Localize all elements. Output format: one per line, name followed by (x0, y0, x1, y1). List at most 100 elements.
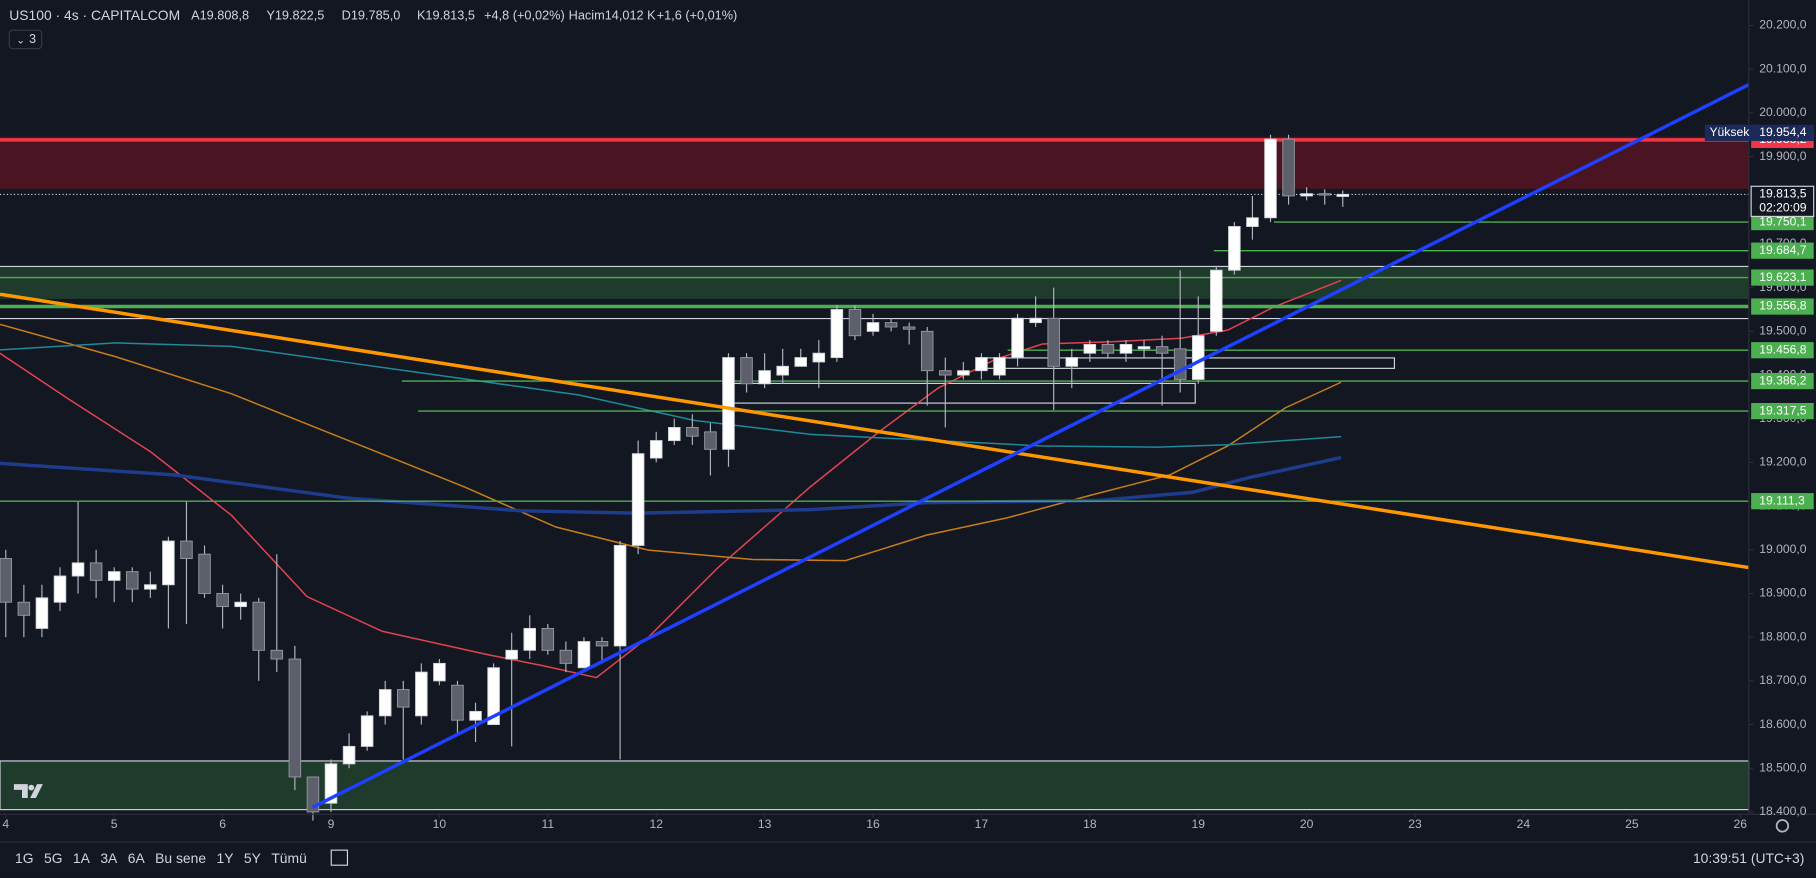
level-label: 19.111,3 (1759, 493, 1805, 507)
range-button[interactable]: Bu sene (155, 850, 206, 866)
x-tick-label: 25 (1625, 817, 1639, 831)
candle-body (107, 571, 121, 581)
candle-body (469, 710, 482, 721)
candle-body (1047, 317, 1060, 367)
range-button[interactable]: Tümü (271, 850, 306, 866)
x-tick-label: 18 (1083, 817, 1097, 831)
indicator-count: 3 (29, 31, 36, 46)
x-tick-label: 6 (219, 817, 226, 831)
candle-body (649, 440, 663, 459)
x-tick-label: 9 (328, 817, 335, 831)
candle-body (360, 715, 374, 747)
y-tick-label: 19.900,0 (1759, 149, 1807, 163)
moving-average (0, 323, 1342, 562)
price-labels: 19.938,219.750,119.684,719.623,119.556,8… (1704, 124, 1815, 510)
candle-body (1246, 217, 1259, 227)
x-tick-label: 19 (1191, 817, 1205, 831)
range-button[interactable]: 5G (44, 850, 63, 866)
ohlc-high: Y19.822,5 (266, 8, 324, 23)
x-tick-label: 12 (649, 817, 663, 831)
level-label: 19.750,1 (1759, 214, 1807, 228)
level-label-bg (1751, 298, 1814, 315)
range-button[interactable]: 1Y (217, 850, 234, 866)
candle-body (848, 309, 862, 337)
high-marker-text: Yüksek (1709, 125, 1750, 139)
candle-body (939, 370, 952, 376)
y-tick-label: 20.100,0 (1759, 61, 1807, 75)
candle-body (162, 540, 175, 586)
settings-icon[interactable] (1775, 819, 1790, 833)
level-label: 19.317,5 (1759, 403, 1807, 417)
candle-body (324, 763, 338, 804)
candle-body (920, 330, 934, 372)
candle-body (613, 544, 627, 647)
level-label-bg (1751, 493, 1814, 510)
range-button[interactable]: 3A (100, 850, 118, 866)
level-label-bg (1751, 372, 1814, 390)
x-tick-label: 26 (1733, 817, 1747, 831)
x-tick-label: 5 (111, 817, 118, 831)
calendar-icon[interactable] (330, 849, 349, 866)
candle-body (1228, 226, 1241, 271)
candle-body (451, 684, 464, 721)
level-label-bg (1751, 342, 1814, 359)
candle-body (180, 540, 193, 559)
y-tick-label: 18.900,0 (1759, 586, 1807, 600)
support-zone (0, 266, 1749, 299)
candle-body (234, 601, 247, 608)
range-button[interactable]: 6A (128, 850, 146, 866)
x-tick-label: 11 (541, 817, 554, 831)
candle-body (1101, 343, 1115, 354)
candles (0, 134, 1350, 821)
candle-body (487, 667, 500, 726)
logo (13, 784, 43, 799)
candle-body (17, 601, 31, 616)
candle-body (35, 597, 49, 629)
candle-body (993, 357, 1006, 376)
y-tick-label: 18.800,0 (1759, 629, 1807, 643)
level-label-bg (1751, 242, 1814, 259)
candle-body (71, 562, 85, 577)
high-marker-bg (1704, 124, 1814, 141)
candle-body (216, 593, 229, 608)
range-button[interactable]: 1G (15, 850, 34, 866)
ohlc-open: A19.808,8 (191, 8, 249, 23)
range-button[interactable]: 1A (73, 850, 91, 866)
legend-header: US100 · 4s · CAPITALCOM A19.808,8 Y19.82… (8, 7, 737, 50)
logo-dot (28, 784, 35, 791)
level-label: 19.386,2 (1759, 373, 1807, 387)
volume: Hacim14,012 K (569, 8, 656, 23)
candle-body (776, 365, 789, 376)
y-tick-label: 18.400,0 (1759, 804, 1807, 818)
candle-body (704, 431, 717, 450)
candle-body (722, 357, 735, 450)
y-tick-label: 19.200,0 (1759, 455, 1807, 469)
indicators-toggle[interactable] (8, 29, 43, 50)
demand-zone (0, 760, 1750, 811)
tv-logo (13, 784, 43, 799)
candle-body (758, 370, 771, 385)
candle-body (1300, 193, 1313, 197)
y-tick-label: 18.600,0 (1759, 717, 1807, 731)
candle-body (957, 370, 970, 376)
levels (0, 138, 1749, 502)
level-label: 19.556,8 (1759, 299, 1807, 313)
y-tick-label: 18.700,0 (1759, 673, 1807, 687)
candle-body (198, 553, 211, 594)
candle-body (884, 322, 898, 328)
level-label: 19.623,1 (1759, 270, 1807, 284)
candle-body (1336, 193, 1350, 197)
level-label: 19.456,8 (1759, 342, 1807, 356)
moving-average (0, 342, 1342, 448)
candle-body (1137, 346, 1151, 350)
y-tick-label: 18.500,0 (1759, 760, 1807, 774)
candle-body (686, 427, 699, 437)
clock: 10:39:51 (UTC+3) (1693, 850, 1804, 866)
x-tick-label: 13 (758, 817, 772, 831)
candle-body (270, 649, 284, 660)
range-button[interactable]: 5Y (244, 850, 261, 866)
candle-body (1119, 343, 1133, 354)
gear[interactable] (1775, 819, 1790, 833)
